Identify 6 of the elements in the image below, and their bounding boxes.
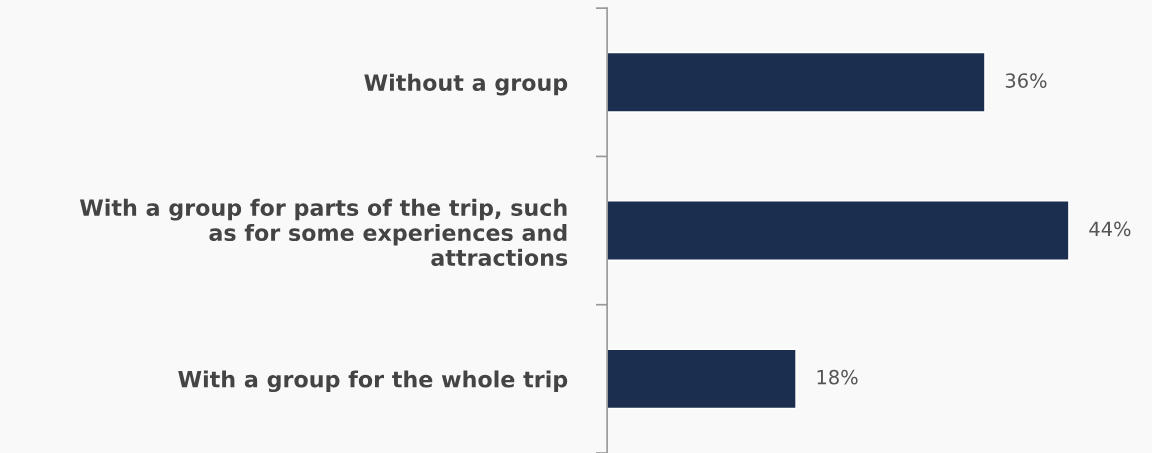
y-tick-label: With a group for the whole trip <box>178 370 568 393</box>
y-tick-label: With a group for parts of the trip, such as for some experiences and attractions <box>79 198 568 266</box>
y-tick-label: Without a group <box>364 73 568 96</box>
data-label: 44% <box>1089 221 1131 237</box>
data-label: 18% <box>817 369 858 385</box>
data-label: 36% <box>1005 73 1047 88</box>
